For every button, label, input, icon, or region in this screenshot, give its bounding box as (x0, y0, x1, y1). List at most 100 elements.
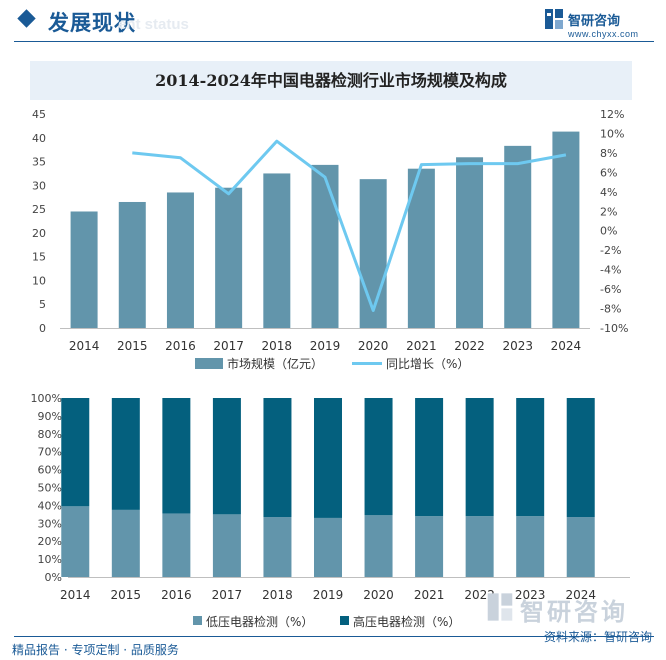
y-tick-label: 0% (45, 571, 62, 584)
x-tick-label: 2016 (161, 588, 192, 602)
brand-url: www.chyxx.com (568, 29, 639, 39)
bar-low-voltage (162, 513, 191, 577)
y-left-tick-label: 35 (32, 156, 46, 169)
brand-logo-icon (545, 9, 563, 29)
bar-low-voltage (516, 516, 545, 577)
x-tick-label: 2024 (551, 339, 582, 353)
legend-swatch-high-voltage (340, 616, 349, 625)
y-left-tick-label: 15 (32, 251, 46, 264)
brand-logo-block[interactable]: 智研咨询 www.chyxx.com (544, 6, 654, 40)
y-left-tick-label: 10 (32, 274, 46, 287)
y-right-tick-label: 4% (600, 186, 617, 199)
growth-line (132, 139, 567, 312)
bar (118, 201, 146, 328)
y-tick-label: 50% (38, 482, 62, 495)
footer-source: 资料来源：智研咨询 (543, 630, 652, 644)
bar-low-voltage (465, 516, 494, 577)
y-right-tick-label: 2% (600, 205, 617, 218)
bar-high-voltage (516, 398, 545, 517)
x-tick-label: 2018 (262, 339, 293, 353)
x-tick-label: 2015 (111, 588, 142, 602)
x-tick-label: 2019 (313, 588, 344, 602)
x-tick-label: 2015 (117, 339, 148, 353)
bar-high-voltage (162, 398, 191, 514)
section-subtitle-ghost: ent status (118, 16, 189, 33)
y-tick-label: 30% (38, 517, 62, 530)
legend-label-market-size: 市场规模（亿元） (227, 356, 323, 371)
brand-name: 智研咨询 (568, 14, 621, 29)
y-tick-label: 100% (31, 392, 62, 405)
y-right-tick-label: 0% (600, 225, 617, 238)
bar (504, 145, 532, 328)
footer-slogan: 精品报告 · 专项定制 · 品质服务 (12, 643, 179, 657)
bar (311, 164, 339, 328)
bar-high-voltage (263, 398, 292, 518)
bar (359, 179, 387, 328)
y-left-tick-label: 20 (32, 227, 46, 240)
chart-title-box: 2014-2024年中国电器检测行业市场规模及构成 (30, 61, 632, 100)
bar-high-voltage (465, 398, 494, 517)
y-tick-label: 90% (38, 410, 62, 423)
bar-high-voltage (566, 398, 595, 518)
bar-high-voltage (415, 398, 444, 517)
y-right-tick-label: -10% (600, 322, 628, 335)
bar (70, 211, 98, 328)
y-right-tick-label: 10% (600, 127, 624, 140)
bar-high-voltage (61, 398, 90, 507)
bar (215, 187, 243, 328)
diamond-icon (17, 9, 36, 28)
x-tick-label: 2017 (213, 339, 244, 353)
x-tick-label: 2014 (60, 588, 91, 602)
x-tick-label: 2023 (515, 588, 546, 602)
y-right-tick-label: -2% (600, 244, 621, 257)
bar-low-voltage (263, 517, 292, 577)
bar (263, 173, 291, 328)
x-tick-label: 2024 (565, 588, 596, 602)
legend-label-low-voltage: 低压电器检测（%） (206, 614, 313, 629)
bar-low-voltage (566, 517, 595, 577)
x-tick-label: 2022 (464, 588, 495, 602)
y-left-tick-label: 5 (39, 298, 46, 311)
bar-low-voltage (212, 514, 241, 577)
bar-low-voltage (314, 517, 342, 577)
x-tick-label: 2017 (212, 588, 243, 602)
bar-high-voltage (212, 398, 241, 515)
x-tick-label: 2021 (406, 339, 437, 353)
page-header: 发展现状 ent status 智研咨询 www.chyxx.com (0, 0, 666, 46)
y-left-tick-label: 0 (39, 322, 46, 335)
market-size-chart: 0 5 10 15 20 25 30 35 40 45 -10% -8% -6% -4% -2% 0% 2% 4%… (32, 108, 628, 371)
legend-label-growth: 同比增长（%） (386, 357, 469, 371)
x-tick-label: 2014 (69, 339, 100, 353)
bar-low-voltage (61, 506, 90, 577)
y-left-tick-label: 30 (32, 179, 46, 192)
legend-swatch-market-size (195, 358, 223, 369)
y-right-tick-label: -8% (600, 303, 621, 316)
legend-swatch-low-voltage (193, 616, 202, 625)
section-title: 发展现状 (48, 11, 136, 35)
y-tick-label: 70% (38, 446, 62, 459)
bar-high-voltage (364, 398, 393, 516)
y-left-tick-label: 40 (32, 132, 46, 145)
y-tick-label: 20% (38, 535, 62, 548)
x-tick-label: 2021 (414, 588, 445, 602)
composition-chart: 0% 10% 20% 30% 40% 50% 60% 70% 80% 90% 100% 2014 201… (31, 392, 630, 629)
y-tick-label: 80% (38, 428, 62, 441)
x-tick-label: 2016 (165, 339, 196, 353)
bar-low-voltage (415, 516, 444, 577)
x-tick-label: 2020 (358, 339, 389, 353)
bar-high-voltage (111, 398, 140, 510)
footer-divider (14, 636, 654, 637)
watermark-text: 智研咨询 (520, 598, 628, 626)
x-tick-label: 2020 (363, 588, 394, 602)
x-tick-label: 2018 (262, 588, 293, 602)
y-right-tick-label: 6% (600, 166, 617, 179)
y-tick-label: 10% (38, 553, 62, 566)
y-right-tick-label: -4% (600, 264, 621, 277)
y-right-tick-label: 8% (600, 147, 617, 160)
chart-title: 2014-2024年中国电器检测行业市场规模及构成 (155, 71, 507, 90)
bar (552, 131, 580, 328)
bar-low-voltage (111, 509, 140, 577)
x-tick-label: 2023 (502, 339, 533, 353)
x-tick-label: 2019 (310, 339, 341, 353)
watermark-logo: 智研咨询 (486, 592, 656, 626)
